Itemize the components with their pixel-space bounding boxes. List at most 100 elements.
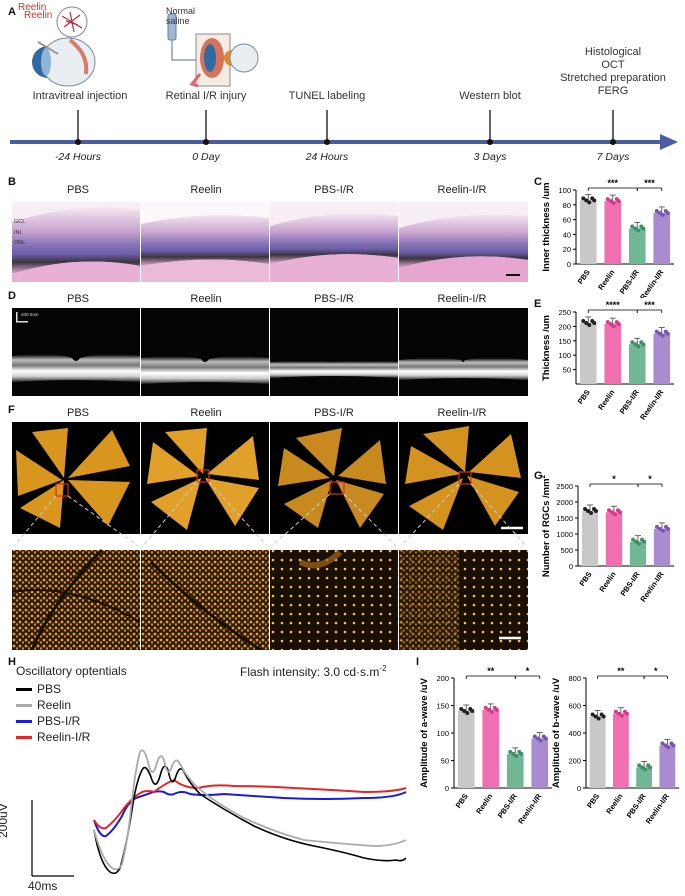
group-title: Reelin [190, 184, 222, 196]
axis-label-y: Thickness /um [541, 315, 552, 381]
significance-label: ** [617, 666, 625, 676]
tick-label-x: Reelin-I/R [644, 792, 672, 826]
tick-label-x: Reelin-I/R [638, 570, 666, 602]
data-point [660, 212, 665, 217]
tick-label-x: PBS-I/R [618, 388, 641, 416]
tick-label-y: 600 [568, 702, 581, 711]
timeline-time: 7 Days [596, 151, 630, 163]
data-point [483, 705, 488, 710]
data-point [660, 741, 665, 746]
data-point [616, 199, 621, 204]
data-point [618, 510, 622, 515]
flatmount-image-pbs [12, 422, 140, 534]
bar [653, 333, 671, 384]
data-point [637, 541, 641, 546]
group-title: PBS [66, 293, 89, 305]
osc-title: Oscillatory optentials [16, 664, 127, 678]
layer-label-onl: ONL [14, 240, 26, 246]
he-image-reelin-ir [399, 202, 528, 282]
bar [628, 228, 646, 264]
bar [604, 324, 622, 384]
tick-label-y: 800 [568, 674, 581, 683]
tick-label-y: 2000 [556, 498, 573, 507]
reelin-icon-text: Reelin [18, 2, 47, 13]
bar [659, 745, 676, 788]
data-point [654, 208, 659, 213]
trace-pbs [93, 765, 407, 875]
data-point [459, 707, 464, 711]
data-point [532, 734, 537, 739]
data-point [592, 198, 597, 203]
tick-label-y: 0 [445, 784, 449, 793]
bar [605, 512, 623, 566]
legend-label: Reelin [37, 698, 72, 712]
axis-label-y: Number of RGCs /mm2 [540, 474, 552, 577]
data-point [519, 751, 524, 756]
data-point [608, 322, 613, 327]
data-point [610, 510, 614, 515]
tick-label-x: Reelin [474, 792, 495, 816]
legend-item-reelin-ir: Reelin-I/R [16, 730, 90, 744]
tick-label-y: 200 [568, 757, 581, 766]
tick-label-y: 2500 [556, 482, 573, 491]
tick-label-y: 100 [558, 351, 571, 360]
tick-label-y: 0 [567, 260, 571, 269]
data-point [594, 508, 598, 513]
layer-label-gcl: GCL [14, 219, 26, 225]
group-title: Reelin [190, 407, 222, 419]
data-point [593, 714, 598, 719]
group-title: Reelin [190, 293, 222, 305]
panel-label-b: B [8, 176, 16, 188]
reelin-icon-label: Reelin [24, 10, 52, 21]
data-point [607, 508, 611, 513]
tick-label-y: 1000 [556, 530, 573, 539]
scale-voltage-label: 200uV [0, 803, 10, 838]
timeline-event-label: Retinal I/R injury [165, 90, 247, 102]
data-point [470, 709, 475, 713]
timeline-panel: Reelin Normal saline Intravitreal inject… [0, 0, 685, 170]
he-image-pbs-ir [270, 202, 398, 282]
panel-label-h: H [8, 656, 16, 668]
tick-label-x: PBS [585, 792, 601, 810]
data-point [611, 201, 616, 206]
timeline-event-label: Histological OCT Stretched preparation F… [560, 46, 666, 97]
tick-label-y: 100 [558, 186, 571, 195]
timeline-time: -24 Hours [54, 151, 102, 163]
timeline-time: 24 Hours [305, 151, 349, 163]
data-point [631, 537, 635, 542]
data-point [494, 707, 499, 712]
legend-item-pbs: PBS [16, 682, 61, 696]
significance-label: *** [644, 178, 655, 188]
data-point [511, 751, 516, 756]
tick-label-y: 50 [441, 757, 449, 766]
data-point [581, 318, 586, 323]
bar [653, 528, 671, 566]
axis-label-y: Amplitude of b-wave /uV [551, 677, 562, 788]
data-point [584, 320, 589, 325]
flatmount-image-reelin-ir [399, 422, 528, 534]
bar [581, 510, 599, 566]
timeline-event-label: Intravitreal injection [32, 90, 128, 102]
timeline-event-label: TUNEL labeling [288, 90, 366, 102]
data-point [605, 197, 610, 202]
tick-label-y: 200 [558, 322, 571, 331]
tick-label-x: PBS-I/R [618, 268, 641, 296]
data-point [581, 196, 586, 201]
bar [636, 767, 653, 788]
data-point [630, 340, 635, 345]
group-title: PBS [66, 407, 89, 419]
tick-label-x: Reelin [597, 570, 618, 594]
panel-label-d: D [8, 290, 16, 302]
tick-label-y: 0 [577, 784, 581, 793]
oct-scale-text: 200.0um [21, 312, 39, 317]
saline-icon-label: Normal saline [166, 6, 196, 26]
data-point [587, 200, 592, 205]
data-point [655, 524, 659, 529]
tick-label-y: 100 [436, 729, 449, 738]
timeline-arrowhead [660, 134, 678, 150]
bar [612, 713, 629, 788]
data-point [587, 322, 592, 327]
group-title: Reelin-I/R [437, 184, 487, 196]
tick-label-y: 150 [436, 702, 449, 711]
